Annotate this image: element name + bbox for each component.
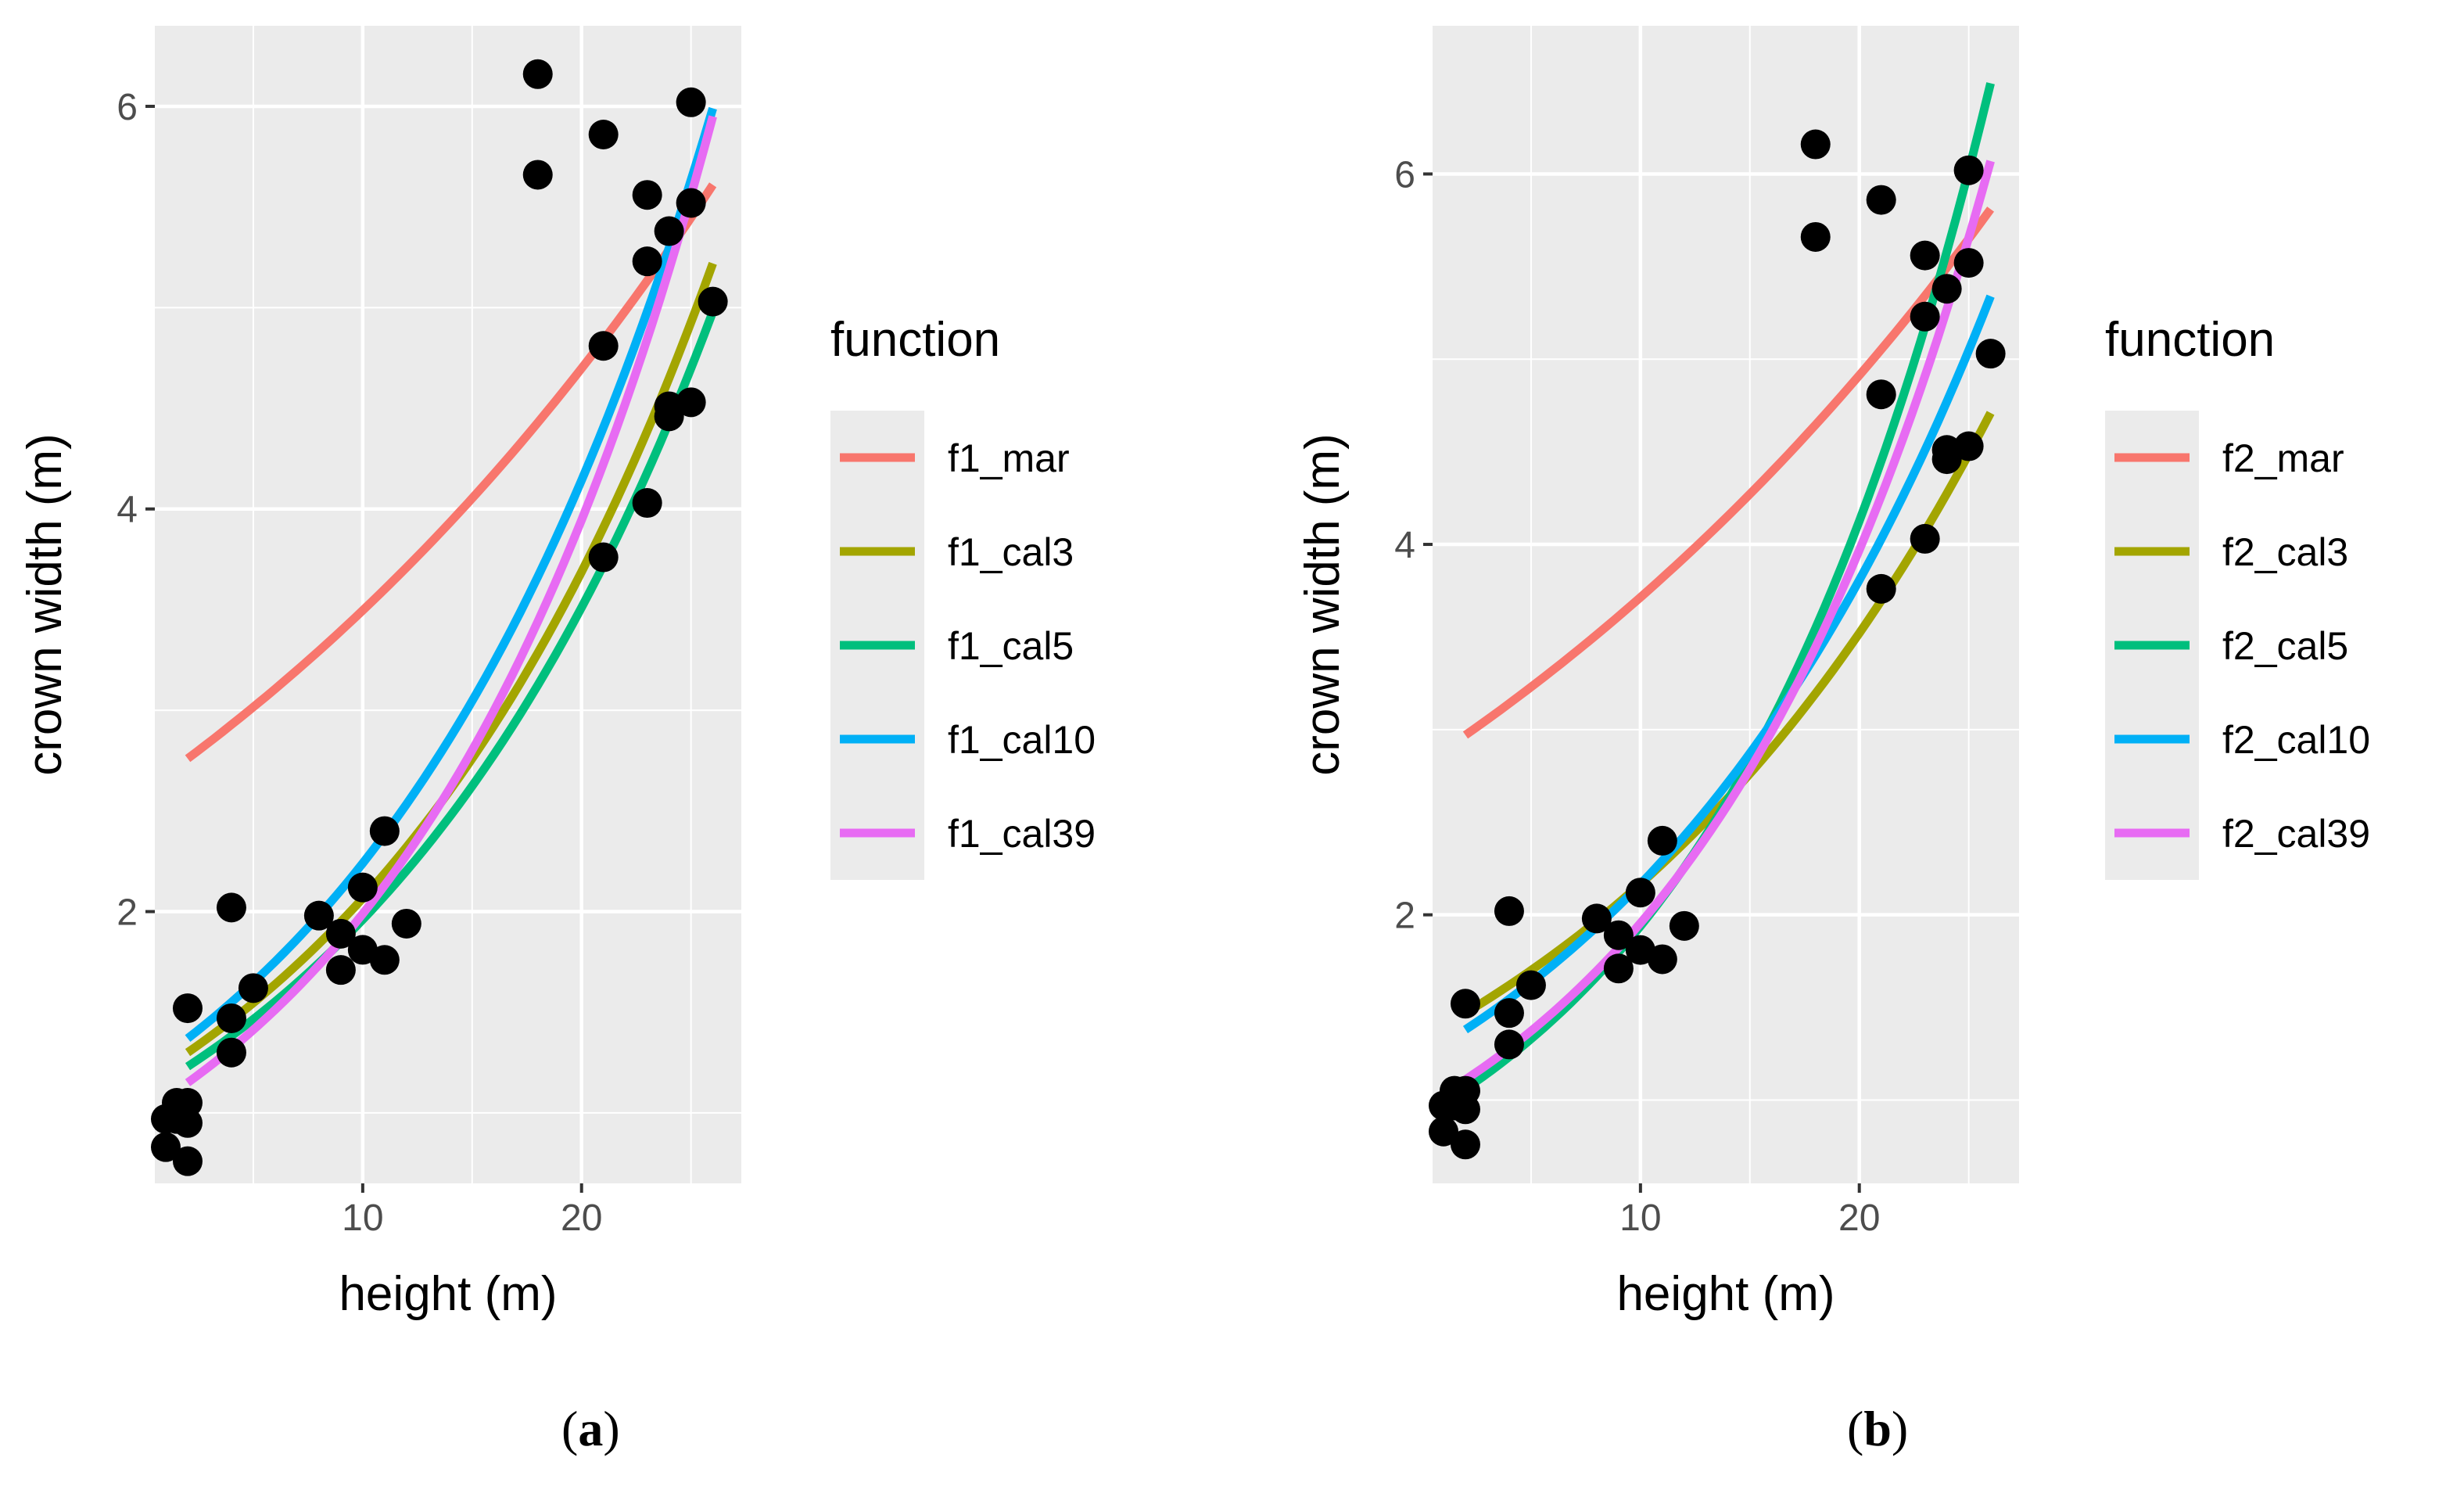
data-point: [1800, 129, 1831, 160]
data-point: [654, 216, 684, 246]
data-point: [676, 188, 706, 218]
data-point: [1625, 878, 1655, 908]
data-point: [172, 1146, 203, 1176]
data-point: [1669, 910, 1699, 941]
data-point: [1494, 896, 1524, 926]
legend-label-f1-cal3: f1_cal3: [948, 530, 1074, 574]
data-point: [676, 87, 706, 117]
data-point: [325, 955, 356, 985]
data-point: [347, 872, 378, 903]
data-point: [172, 1107, 203, 1138]
x-axis-title: height (m): [339, 1267, 557, 1321]
legend-label-f1-mar: f1_mar: [948, 436, 1070, 480]
data-point: [676, 387, 706, 418]
y-tick-label: 6: [117, 87, 138, 128]
data-point: [1931, 444, 1962, 475]
legend-label-f1-cal5: f1_cal5: [948, 624, 1074, 668]
legend-label-f2-mar: f2_mar: [2222, 436, 2344, 480]
data-point: [588, 542, 619, 573]
data-point: [1581, 903, 1612, 934]
y-axis-title: crown width (m): [18, 433, 72, 776]
data-point: [1800, 221, 1831, 252]
data-point: [1953, 431, 1984, 461]
data-point: [1494, 1029, 1524, 1060]
chart-panel-a: 10 20 2 4 6 height (m) crown width (m) function…: [18, 26, 1096, 1321]
y-tick-label: 4: [1394, 525, 1415, 566]
legend-label-f1-cal10: f1_cal10: [948, 718, 1096, 762]
data-point: [632, 180, 662, 210]
data-point: [1450, 1094, 1480, 1125]
data-point: [216, 892, 246, 923]
data-point: [1953, 155, 1984, 185]
legend-label-f2-cal3: f2_cal3: [2222, 530, 2348, 574]
data-point: [1603, 953, 1634, 984]
series-line-f1-cal39: [185, 115, 717, 1086]
data-point: [1931, 274, 1962, 304]
data-point: [1866, 379, 1896, 410]
data-point: [369, 816, 400, 846]
legend-title: function: [2105, 313, 2275, 367]
data-point: [172, 993, 203, 1024]
data-point: [216, 1037, 246, 1068]
panel-caption-b: (b): [1847, 1401, 1909, 1456]
y-tick-label: 2: [1394, 896, 1415, 937]
data-point: [325, 918, 356, 949]
data-point: [1910, 240, 1940, 271]
y-axis-title: crown width (m): [1296, 433, 1350, 776]
series-line-f1-mar: [185, 182, 717, 763]
x-tick-label: 20: [561, 1197, 602, 1239]
series-line-f2-cal10: [1462, 294, 1995, 1034]
series-line-f1-cal10: [185, 106, 717, 1043]
data-point: [391, 908, 421, 939]
legend-label-f2-cal39: f2_cal39: [2222, 812, 2370, 856]
data-point: [1450, 989, 1480, 1019]
data-point: [632, 246, 662, 277]
y-tick-label: 4: [117, 490, 138, 531]
data-point: [1515, 970, 1546, 1000]
data-point: [632, 488, 662, 519]
data-point: [1494, 998, 1524, 1029]
data-point: [1647, 944, 1677, 975]
legend-label-f1-cal39: f1_cal39: [948, 812, 1096, 856]
x-tick-label: 10: [1619, 1197, 1661, 1239]
data-point: [522, 160, 553, 190]
data-point: [150, 1132, 181, 1162]
y-tick-label: 2: [117, 892, 138, 934]
x-tick-label: 10: [342, 1197, 383, 1239]
series-line-f1-cal5: [185, 310, 717, 1071]
data-point: [1647, 825, 1677, 856]
data-point: [654, 401, 684, 432]
y-tick-label: 6: [1394, 154, 1415, 196]
data-point: [1975, 339, 2006, 369]
data-point: [1910, 523, 1940, 554]
chart-panel-b: 10 20 2 4 6 height (m) crown width (m) function…: [1296, 26, 2370, 1321]
legend-label-f2-cal10: f2_cal10: [2222, 718, 2370, 762]
data-point: [1866, 185, 1896, 215]
data-point: [1603, 920, 1634, 950]
data-point: [588, 119, 619, 149]
data-point: [698, 286, 728, 317]
panel-caption-a: (a): [561, 1401, 620, 1456]
data-point: [238, 973, 268, 1003]
series-line-f2-mar: [1462, 206, 1995, 739]
data-point: [1450, 1129, 1480, 1160]
data-point: [369, 945, 400, 975]
legend-label-f2-cal5: f2_cal5: [2222, 624, 2348, 668]
legend-title: function: [830, 313, 1000, 367]
series-line-f2-cal39: [1462, 160, 1995, 1083]
data-point: [1953, 248, 1984, 278]
data-point: [1428, 1116, 1458, 1147]
data-point: [522, 59, 553, 89]
x-axis-title: height (m): [1616, 1267, 1835, 1321]
x-tick-label: 20: [1838, 1197, 1880, 1239]
data-point: [1910, 301, 1940, 332]
data-point: [303, 900, 334, 931]
data-point: [1866, 573, 1896, 604]
data-point: [216, 1003, 246, 1033]
data-point: [588, 331, 619, 361]
